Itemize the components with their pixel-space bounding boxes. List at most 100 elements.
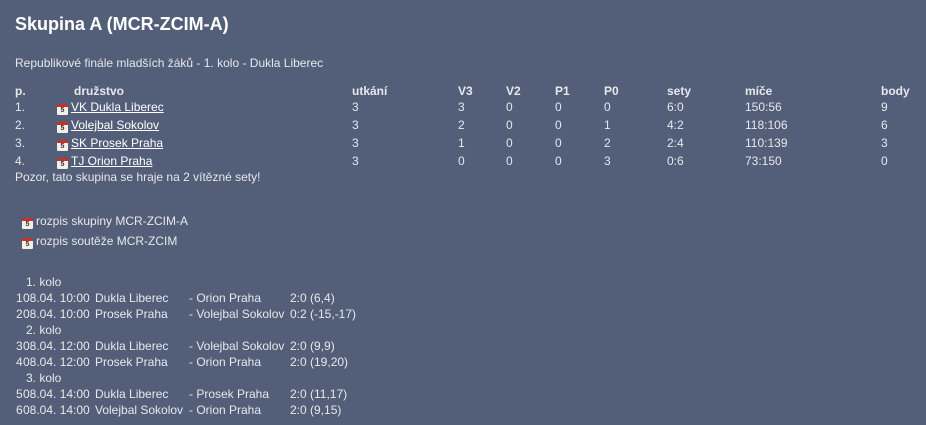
match-cell: 2	[16, 307, 23, 321]
table-cell: 0	[506, 154, 513, 168]
table-cell: 2:4	[667, 136, 684, 150]
column-header: utkání	[352, 84, 388, 98]
table-cell: 110:139	[745, 136, 788, 150]
table-cell: 1	[458, 136, 465, 150]
match-cell: 0:2 (-15,-17)	[290, 307, 357, 321]
match-cell: 3	[16, 339, 23, 353]
table-cell: 4:2	[667, 118, 684, 132]
column-header: sety	[667, 84, 692, 98]
table-cell: 3	[458, 100, 465, 114]
link-label[interactable]: rozpis skupiny MCR-ZCIM-A	[36, 214, 189, 228]
match-cell: Prosek Praha	[95, 355, 168, 369]
match-cell: 08.04. 12:00	[23, 339, 90, 353]
table-cell: 3	[352, 136, 359, 150]
table-cell: 0	[555, 118, 562, 132]
table-cell: 0	[506, 136, 513, 150]
table-row-team: 5 SK Prosek Praha	[57, 136, 163, 151]
match-cell: 2:0 (6,4)	[290, 291, 335, 305]
table-cell: 3	[352, 100, 359, 114]
round-label: 3. kolo	[26, 371, 62, 385]
table-cell: 3	[881, 136, 888, 150]
table-cell: 3.	[15, 136, 26, 150]
column-header: p.	[15, 84, 26, 98]
calendar-icon[interactable]: 5	[57, 140, 68, 151]
column-header: V2	[506, 84, 521, 98]
round-label: 1. kolo	[26, 275, 62, 289]
team-link[interactable]: VK Dukla Liberec	[71, 100, 164, 114]
team-link[interactable]: SK Prosek Praha	[71, 136, 164, 150]
table-cell: 2	[604, 136, 611, 150]
round-label: 2. kolo	[26, 323, 62, 337]
table-cell: 0	[458, 154, 465, 168]
match-cell: Prosek Praha	[95, 307, 168, 321]
schedule-link[interactable]: 5 rozpis skupiny MCR-ZCIM-A	[22, 214, 188, 229]
match-cell: 2:0 (19,20)	[290, 355, 349, 369]
subtitle: Republikové finále mladších žáků - 1. ko…	[15, 56, 324, 70]
team-link[interactable]: TJ Orion Praha	[71, 154, 153, 168]
match-cell: 2:0 (9,15)	[290, 403, 342, 417]
table-cell: 3	[352, 154, 359, 168]
match-cell: 08.04. 10:00	[23, 307, 90, 321]
match-cell: 08.04. 14:00	[23, 387, 90, 401]
table-cell: 6	[881, 118, 888, 132]
match-cell: 08.04. 12:00	[23, 355, 90, 369]
page-title: Skupina A (MCR-ZCIM-A)	[15, 14, 229, 34]
match-cell: Dukla Liberec	[95, 387, 169, 401]
calendar-icon[interactable]: 5	[57, 122, 68, 133]
match-cell: Volejbal Sokolov	[95, 403, 184, 417]
calendar-icon[interactable]: 5	[57, 158, 68, 169]
match-cell: - Orion Praha	[189, 355, 262, 369]
match-cell: Dukla Liberec	[95, 339, 169, 353]
schedule-link[interactable]: 5 rozpis soutěže MCR-ZCIM	[22, 234, 177, 249]
table-cell: 0	[881, 154, 888, 168]
link-label[interactable]: rozpis soutěže MCR-ZCIM	[36, 234, 178, 248]
column-header: míče	[745, 84, 773, 98]
table-cell: 4.	[15, 154, 26, 168]
table-cell: 9	[881, 100, 888, 114]
match-cell: 6	[16, 403, 23, 417]
match-cell: - Volejbal Sokolov	[189, 307, 285, 321]
match-cell: 5	[16, 387, 23, 401]
team-link[interactable]: Volejbal Sokolov	[71, 118, 160, 132]
column-header: P1	[555, 84, 570, 98]
match-cell: 08.04. 10:00	[23, 291, 90, 305]
column-header: body	[881, 84, 910, 98]
table-cell: 118:106	[745, 118, 788, 132]
table-cell: 0:6	[667, 154, 684, 168]
match-cell: 1	[16, 291, 23, 305]
match-cell: Dukla Liberec	[95, 291, 169, 305]
table-cell: 0	[555, 136, 562, 150]
table-cell: 3	[352, 118, 359, 132]
match-cell: - Orion Praha	[189, 403, 262, 417]
table-cell: 0	[506, 100, 513, 114]
table-cell: 0	[604, 100, 611, 114]
column-header: V3	[458, 84, 473, 98]
table-cell: 1	[604, 118, 611, 132]
calendar-icon[interactable]: 5	[57, 104, 68, 115]
match-cell: - Volejbal Sokolov	[189, 339, 285, 353]
table-cell: 2.	[15, 118, 26, 132]
match-cell: 2:0 (9,9)	[290, 339, 335, 353]
table-cell: 0	[506, 118, 513, 132]
table-cell: 0	[555, 100, 562, 114]
column-header: družstvo	[74, 84, 125, 98]
match-cell: - Orion Praha	[189, 291, 262, 305]
table-cell: 73:150	[745, 154, 782, 168]
table-cell: 1.	[15, 100, 26, 114]
table-cell: 6:0	[667, 100, 684, 114]
table-cell: 0	[555, 154, 562, 168]
table-cell: 3	[604, 154, 611, 168]
match-cell: 4	[16, 355, 23, 369]
table-row-team: 5 Volejbal Sokolov	[57, 118, 159, 133]
table-cell: 150:56	[745, 100, 782, 114]
match-cell: 2:0 (11,17)	[290, 387, 348, 401]
table-row-team: 5 VK Dukla Liberec	[57, 100, 164, 115]
note: Pozor, tato skupina se hraje na 2 vítězn…	[15, 170, 261, 184]
table-row-team: 5 TJ Orion Praha	[57, 154, 152, 169]
match-cell: - Prosek Praha	[189, 387, 270, 401]
column-header: P0	[604, 84, 619, 98]
calendar-icon: 5	[22, 218, 33, 229]
match-cell: 08.04. 14:00	[23, 403, 90, 417]
calendar-icon: 5	[22, 238, 33, 249]
table-cell: 2	[458, 118, 465, 132]
